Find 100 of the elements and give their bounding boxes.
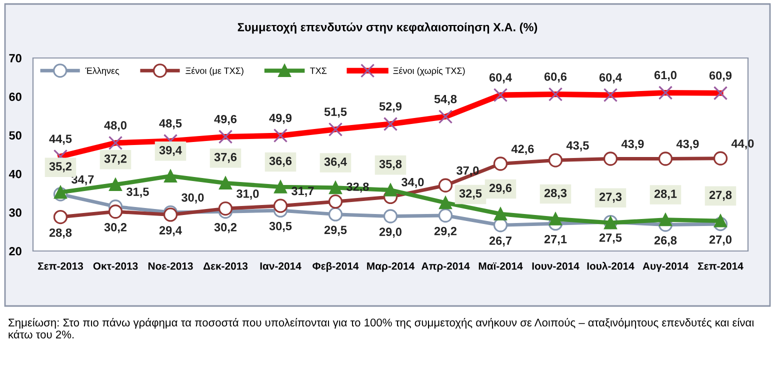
data-label: 37,2 — [104, 154, 127, 165]
data-label: 44,5 — [49, 134, 72, 145]
data-label: 60,4 — [599, 73, 622, 84]
data-label: 27,8 — [709, 190, 732, 201]
data-label: 28,1 — [654, 190, 677, 200]
data-label: 30,2 — [214, 223, 237, 234]
point — [109, 178, 122, 191]
x-tick-label: Σεπ-2014 — [698, 262, 744, 270]
point — [659, 213, 672, 226]
point — [328, 207, 343, 222]
x-tick-label: Μαϊ-2014 — [478, 262, 523, 270]
y-tick-label: 40 — [8, 170, 22, 178]
x-tick-label: Ιουλ-2014 — [587, 262, 634, 270]
data-label: 60,6 — [544, 72, 567, 83]
data-label: 60,9 — [709, 71, 732, 82]
data-label: 39,4 — [159, 146, 182, 156]
data-label: 28,3 — [544, 188, 567, 199]
data-label: 51,5 — [324, 108, 347, 118]
data-label: 48,5 — [159, 119, 182, 130]
legend-label: Ξένοι (με ΤΧΣ) — [186, 67, 244, 76]
data-label: 36,4 — [324, 158, 347, 168]
point — [274, 180, 287, 194]
data-label: 43,5 — [566, 141, 589, 152]
data-label: 49,9 — [269, 114, 292, 124]
data-label: 27,5 — [599, 233, 622, 244]
point — [218, 201, 233, 216]
data-label: 32,5 — [459, 189, 482, 200]
point — [219, 176, 232, 190]
chart-title: Συμμετοχή επενδυτών στην κεφαλαιοποίηση Χ.Α. (%) — [238, 22, 538, 34]
point — [273, 198, 288, 213]
data-label: 43,9 — [676, 140, 699, 150]
data-label: 31,7 — [292, 186, 314, 197]
data-label: 29,6 — [489, 184, 512, 194]
data-label: 48,0 — [104, 121, 127, 132]
data-label: 35,8 — [379, 160, 402, 170]
data-label: 36,6 — [269, 156, 292, 167]
data-label: 37,6 — [214, 152, 237, 163]
data-label: 30,0 — [182, 193, 204, 204]
x-tick-label: Φεβ-2014 — [312, 262, 359, 272]
x-tick-label: Ιουν-2014 — [532, 262, 580, 270]
data-label: 27,1 — [544, 235, 567, 246]
point — [163, 208, 178, 222]
point — [438, 208, 453, 223]
x-tick-label: Ιαν-2014 — [260, 262, 302, 270]
x-tick-label: Μαρ-2014 — [367, 262, 415, 272]
data-label: 60,4 — [489, 73, 512, 84]
point — [493, 156, 508, 171]
data-label: 44,0 — [731, 139, 754, 150]
y-tick-label: 70 — [9, 54, 22, 62]
point — [384, 184, 397, 196]
point — [53, 210, 68, 224]
data-label: 61,0 — [654, 70, 677, 82]
point — [548, 153, 563, 168]
legend-label: Ξένοι (χωρίς ΤΧΣ) — [393, 67, 465, 76]
data-label: 49,6 — [214, 114, 237, 126]
data-label: 29,2 — [434, 226, 457, 237]
legend-label: Έλληνες — [85, 67, 120, 76]
point — [328, 194, 343, 209]
legend-label: ΤΧΣ — [310, 68, 327, 74]
y-tick-label: 60 — [9, 92, 22, 101]
data-label: 54,8 — [434, 94, 457, 105]
point — [164, 170, 177, 183]
point — [714, 214, 727, 228]
point — [658, 152, 673, 166]
data-label: 27,3 — [599, 192, 622, 203]
y-tick-label: 20 — [9, 247, 22, 256]
x-tick-label: Δεκ-2013 — [203, 262, 248, 270]
y-tick-label: 30 — [9, 208, 22, 217]
point — [603, 152, 618, 166]
point — [494, 208, 507, 220]
data-label: 28,8 — [49, 228, 72, 239]
data-label: 30,5 — [269, 222, 292, 232]
point — [549, 212, 562, 226]
data-label: 27,0 — [709, 235, 732, 246]
data-label: 30,2 — [104, 223, 127, 234]
data-label: 31,0 — [236, 190, 259, 200]
data-label: 31,5 — [126, 188, 149, 198]
y-tick-label: 50 — [9, 131, 22, 140]
data-label: 35,2 — [49, 162, 72, 172]
point — [439, 196, 452, 210]
text: Σημείωση: Στο πιο πάνω γράφημα τα ποσοστά που υπολείπονται για το 100% της συμμετοχής ανήκουν σε Λοιπούς – αταξινόμητους επενδυτές και είναι κάτω του 2%. — [8, 318, 754, 338]
point — [493, 218, 508, 232]
x-tick-label: Απρ-2014 — [421, 262, 470, 272]
point — [108, 204, 123, 219]
x-tick-label: Οκτ-2013 — [93, 262, 138, 270]
x-tick-label: Σεπ-2013 — [38, 262, 84, 270]
point — [54, 186, 67, 199]
point — [438, 178, 453, 192]
point — [329, 181, 342, 194]
point — [383, 209, 398, 224]
data-label: 34,0 — [402, 178, 424, 188]
x-tick-label: Αυγ-2014 — [642, 262, 688, 272]
point — [713, 151, 728, 166]
data-label: 52,9 — [379, 102, 402, 112]
data-label: 37,0 — [456, 166, 479, 176]
data-label: 29,4 — [159, 226, 182, 236]
data-label: 29,0 — [379, 228, 402, 238]
data-label: 42,6 — [511, 144, 534, 155]
x-tick-label: Νοε-2013 — [148, 262, 193, 270]
data-label: 43,9 — [621, 140, 644, 150]
